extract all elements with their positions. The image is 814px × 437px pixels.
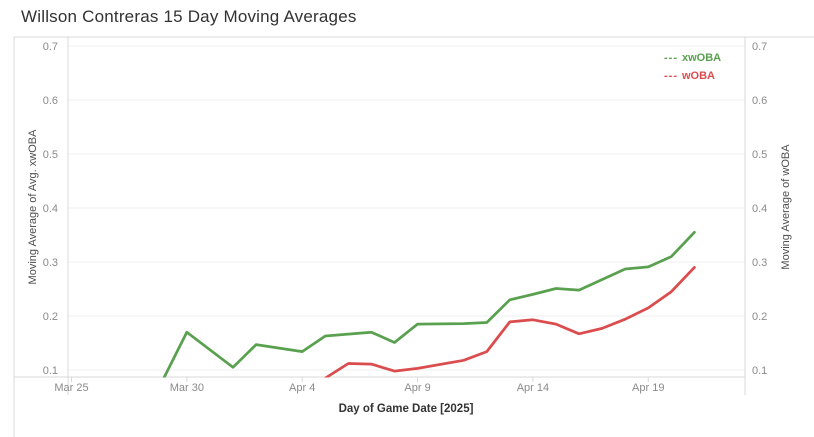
x-axis-tick-label: Apr 14 [517, 382, 549, 394]
y-axis-tick-label-right: 0.7 [752, 41, 767, 53]
series-line-xwoba[interactable] [162, 230, 696, 378]
legend-dash-swatch: --- [664, 70, 678, 82]
y-axis-tick-label-right: 0.4 [752, 203, 767, 215]
x-axis-tick-label: Mar 25 [54, 382, 88, 394]
y-axis-tick-label-right: 0.1 [752, 365, 767, 377]
x-axis-tick-label: Apr 19 [632, 382, 664, 394]
y-axis-tick-label-left: 0.1 [43, 365, 58, 377]
left-axis-title: Moving Average of Avg. xwOBA [27, 129, 39, 285]
y-axis-tick-label-left: 0.6 [43, 95, 58, 107]
page-title: Willson Contreras 15 Day Moving Averages [21, 7, 357, 26]
y-axis-tick-label-right: 0.5 [752, 149, 767, 161]
x-axis-title: Day of Game Date [2025] [338, 403, 474, 415]
right-axis-title: Moving Average of wOBA [780, 144, 792, 270]
x-axis-tick-label: Mar 30 [170, 382, 204, 394]
y-axis-tick-label-left: 0.3 [43, 257, 58, 269]
x-axis-tick-label: Apr 9 [404, 382, 430, 394]
legend-dash-swatch: --- [664, 52, 678, 64]
y-axis-tick-label-right: 0.2 [752, 311, 767, 323]
y-axis-tick-label-right: 0.6 [752, 95, 767, 107]
y-axis-tick-label-left: 0.5 [43, 149, 58, 161]
legend-item-xwoba[interactable]: --- xwOBA [664, 49, 721, 67]
y-axis-tick-label-right: 0.3 [752, 257, 767, 269]
x-axis-tick-label: Apr 4 [289, 382, 315, 394]
y-axis-tick-label-left: 0.2 [43, 311, 58, 323]
y-axis-tick-label-left: 0.7 [43, 41, 58, 53]
legend-item-woba[interactable]: --- wOBA [664, 67, 721, 85]
legend: --- xwOBA --- wOBA [664, 49, 721, 85]
y-axis-tick-label-left: 0.4 [43, 203, 58, 215]
series-line-woba[interactable] [324, 266, 696, 378]
legend-item-label: wOBA [682, 70, 715, 82]
legend-item-label: xwOBA [682, 52, 722, 64]
